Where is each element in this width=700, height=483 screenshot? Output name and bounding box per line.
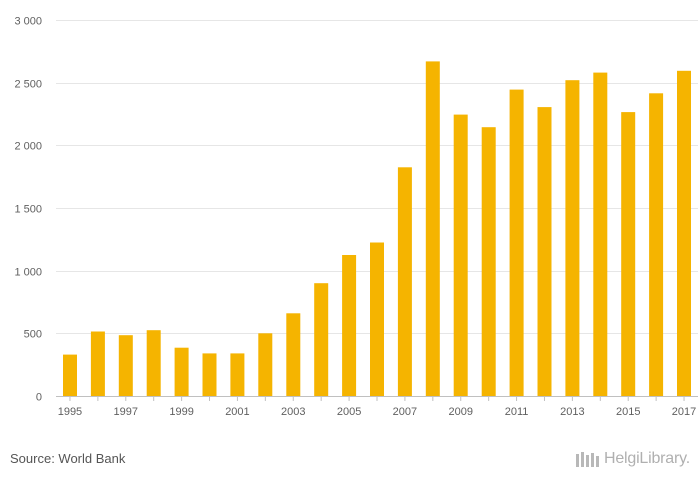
x-tick-label: 1995 [58, 406, 82, 418]
x-tick-label: 2015 [616, 406, 640, 418]
bar-1995 [63, 354, 77, 396]
bar-2014 [593, 72, 608, 396]
bar-1999 [174, 347, 189, 396]
logo-text: HelgiLibrary. [603, 450, 690, 467]
x-tick-label: 1997 [114, 406, 138, 418]
x-tick-label: 2017 [672, 406, 696, 418]
bar-2006 [370, 242, 384, 396]
bar-2005 [342, 255, 357, 396]
bar-2008 [425, 61, 440, 397]
x-tick-label: 2013 [560, 406, 584, 418]
bar-2003 [286, 313, 301, 396]
bar-2015 [621, 112, 636, 396]
x-tick-label: 2005 [337, 406, 361, 418]
bar-2001 [230, 353, 245, 396]
bar-2004 [314, 283, 329, 396]
y-tick-label: 1 500 [14, 204, 42, 216]
bar-2013 [565, 80, 580, 396]
bar-1998 [146, 330, 161, 396]
y-tick-label: 500 [24, 329, 42, 341]
bar-2009 [453, 114, 468, 396]
y-tick-label: 1 000 [14, 267, 42, 279]
y-tick-label: 2 000 [14, 141, 42, 153]
bar-2010 [481, 127, 496, 396]
source-note: Source: World Bank [10, 451, 126, 466]
x-tick-label: 2011 [505, 406, 529, 418]
bar-2007 [397, 167, 412, 396]
x-tick-label: 2001 [225, 406, 249, 418]
helgi-library-logo: HelgiLibrary. [575, 447, 690, 471]
bar-2012 [537, 107, 552, 396]
x-tick-label: 2009 [448, 406, 472, 418]
library-icon [575, 452, 599, 467]
x-tick-label: 2003 [281, 406, 305, 418]
bar-1996 [90, 331, 105, 396]
bar-2000 [202, 353, 217, 396]
bar-2011 [509, 89, 524, 396]
x-tick-label: 2007 [393, 406, 417, 418]
y-tick-label: 0 [36, 392, 42, 404]
bar-1997 [118, 335, 133, 396]
bar-2002 [258, 333, 273, 396]
y-tick-label: 2 500 [14, 79, 42, 91]
bar-2016 [649, 93, 664, 397]
bar-chart: 0 500 1 000 1 500 2 000 2 500 3 000 1995 1997 199… [14, 16, 698, 418]
y-tick-label: 3 000 [14, 16, 42, 28]
bar-2017 [677, 70, 691, 397]
x-tick-label: 1999 [169, 406, 193, 418]
